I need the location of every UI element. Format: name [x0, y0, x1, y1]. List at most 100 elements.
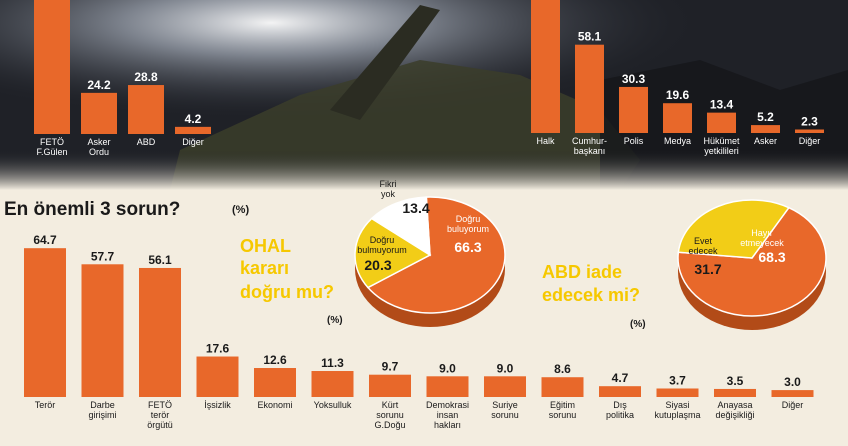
top-left-value-2: 28.8	[134, 70, 158, 84]
top-left-label-1: Asker	[87, 137, 110, 147]
pie-ohal-slice-value-2: 13.4	[402, 200, 429, 216]
bottom-label-13: Diğer	[782, 400, 804, 410]
bottom-label-12-line2: değişikliği	[715, 410, 754, 420]
pie-abd-slice-name-0: Hayır	[751, 228, 773, 238]
pie-ohal-slice-name-0: Doğru	[456, 214, 481, 224]
top-right-label-1: Cumhur-	[572, 136, 607, 146]
bottom-value-2: 56.1	[148, 253, 172, 267]
top-left-label-0-line2: F.Gülen	[36, 147, 67, 157]
bottom-label-10: Dış	[613, 400, 627, 410]
pie1-title-line1: OHAL	[240, 236, 291, 256]
bottom-value-3: 17.6	[206, 342, 230, 356]
pie-ohal-slice-name-2-line2: yok	[381, 189, 396, 199]
bottom-value-4: 12.6	[263, 353, 287, 367]
pie-abd-slice-0	[677, 206, 827, 317]
bottom-bar-0	[24, 248, 66, 397]
top-right-label-4: Hükümet	[703, 136, 740, 146]
bottom-label-2-line3: örgütü	[147, 420, 173, 430]
bottom-bar-5	[311, 371, 354, 397]
top-left-label-3: Diğer	[182, 137, 204, 147]
top-right-label-2: Polis	[624, 136, 644, 146]
pie-ohal-slice-value-0: 66.3	[454, 239, 481, 255]
bottom-value-12: 3.5	[727, 374, 744, 388]
bottom-label-9: Eğitim	[550, 400, 575, 410]
pie-abd-slice-value-0: 68.3	[758, 249, 785, 265]
pie1-unit: (%)	[327, 315, 343, 326]
bottom-label-7-line2: insan	[437, 410, 459, 420]
bottom-value-7: 9.0	[439, 361, 456, 375]
bottom-bar-6	[369, 374, 411, 397]
bottom-label-11: Siyasi	[665, 400, 689, 410]
pie1-title-line2: kararı	[240, 258, 289, 278]
top-left-value-3: 4.2	[185, 112, 202, 126]
bottom-bar-10	[599, 386, 641, 397]
top-right-label-5: Asker	[754, 136, 777, 146]
chart-top-right: Halk 58.1 Cumhur-başkanı 30.3 Polis 19.6 Medya…	[531, 0, 824, 156]
bottom-value-11: 3.7	[669, 373, 686, 387]
bottom-label-6-line2: sorunu	[376, 410, 404, 420]
bottom-label-11-line2: kutuplaşma	[654, 410, 700, 420]
pie-abd-slice-name-1: Evet	[694, 236, 713, 246]
top-right-value-5: 5.2	[757, 110, 774, 124]
bottom-label-10-line2: politika	[606, 410, 634, 420]
pie-ohal-slice-name-1-line2: bulmuyorum	[357, 245, 407, 255]
top-left-bar-2	[128, 85, 164, 134]
top-left-bar-3	[175, 126, 211, 134]
pie-abd-slice-name-0-line2: etmeyecek	[740, 238, 784, 248]
bottom-label-9-line2: sorunu	[549, 410, 577, 420]
bottom-chart-heading: En önemli 3 sorun? (%)	[4, 199, 249, 220]
top-right-bar-5	[751, 125, 780, 133]
pie2-title-line2: edecek mi?	[542, 285, 640, 305]
pie-ohal-slice-name-1: Doğru	[370, 235, 395, 245]
top-left-label-0: FETÖ	[40, 137, 64, 147]
bottom-label-8: Suriye	[492, 400, 518, 410]
bottom-bar-3	[196, 356, 239, 397]
pie2-heading: ABD iade edecek mi? (%)	[542, 262, 646, 330]
top-right-bar-2	[619, 86, 648, 133]
bottom-label-2-line2: terör	[151, 410, 170, 420]
bottom-value-9: 8.6	[554, 362, 571, 376]
bottom-bar-13	[771, 390, 814, 397]
bottom-label-7-line3: hakları	[434, 420, 461, 430]
top-right-value-4: 13.4	[710, 98, 734, 112]
bottom-label-4: Ekonomi	[257, 400, 292, 410]
bottom-value-0: 64.7	[33, 233, 57, 247]
bottom-value-8: 9.0	[497, 361, 514, 375]
bottom-label-8-line2: sorunu	[491, 410, 519, 420]
bottom-bar-9	[541, 377, 584, 397]
top-right-label-1-line2: başkanı	[574, 146, 606, 156]
bottom-value-5: 11.3	[321, 356, 344, 370]
pie-ohal-slice-name-2: Fikri	[380, 179, 397, 189]
top-right-bar-1	[575, 44, 604, 133]
bottom-bar-12	[714, 388, 756, 397]
bottom-value-13: 3.0	[784, 375, 801, 389]
top-right-label-4-line2: yetkilileri	[704, 146, 739, 156]
bottom-label-6-line3: G.Doğu	[374, 420, 405, 430]
top-right-bar-0	[531, 0, 560, 133]
top-left-bar-1	[81, 92, 117, 134]
top-left-bar-0	[34, 0, 70, 134]
bottom-chart-title: En önemli 3 sorun?	[4, 199, 180, 220]
pie-ohal-slice-0	[366, 196, 506, 314]
background-photo	[0, 0, 848, 190]
pie-ohal-slice-1	[354, 217, 432, 289]
bottom-label-0: Terör	[35, 400, 56, 410]
pie-abd-slice-name-1-line2: edecek	[688, 246, 718, 256]
bottom-bar-2	[139, 267, 181, 397]
top-right-value-3: 19.6	[666, 88, 690, 102]
bottom-label-1: Darbe	[90, 400, 115, 410]
bottom-label-6: Kürt	[382, 400, 399, 410]
bottom-value-10: 4.7	[612, 371, 629, 385]
top-left-label-1-line2: Ordu	[89, 147, 109, 157]
top-right-value-2: 30.3	[622, 72, 646, 86]
bottom-label-2: FETÖ	[148, 400, 172, 410]
pie-abd-slice-1	[677, 199, 790, 259]
top-right-bar-4	[707, 112, 736, 133]
bottom-chart-unit: (%)	[232, 204, 249, 216]
pie-chart-ohal: Doğrubuluyorum66.3Doğrubulmuyorum20.3Fik…	[354, 179, 506, 327]
top-right-bar-6	[795, 129, 824, 133]
